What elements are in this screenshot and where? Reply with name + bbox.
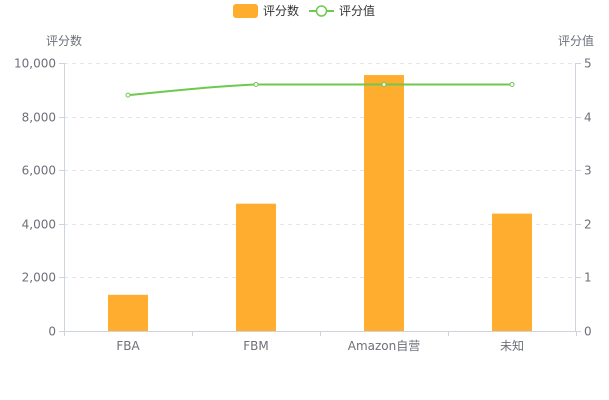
y-axis-left-tick-label: 6,000 xyxy=(22,164,56,178)
y-axis-right-tick-label: 3 xyxy=(584,164,592,178)
x-axis-tick-label: 未知 xyxy=(500,339,524,353)
bar[interactable] xyxy=(108,294,148,331)
y-axis-right-label: 评分值 xyxy=(558,33,594,48)
y-axis-left-label: 评分数 xyxy=(46,33,82,48)
axes: 0 2,000 4,000 6,000 8,000 10,000 0 1 2 3 4 5 FBA FBM A… xyxy=(14,57,592,354)
y-axis-left-tick-label: 8,000 xyxy=(22,111,56,125)
legend[interactable]: 评分数 评分值 xyxy=(233,3,375,18)
y-axis-left-tick-label: 10,000 xyxy=(14,57,56,71)
legend-label: 评分值 xyxy=(339,3,375,18)
line-series xyxy=(125,81,515,98)
bar[interactable] xyxy=(236,203,276,331)
line-point[interactable] xyxy=(125,92,131,98)
y-axis-right-tick-label: 4 xyxy=(584,111,592,125)
y-axis-left-tick-label: 4,000 xyxy=(22,218,56,232)
bar[interactable] xyxy=(492,213,532,331)
y-axis-right-tick-label: 0 xyxy=(584,325,592,339)
bar-series xyxy=(108,75,532,331)
y-axis-left-tick-label: 2,000 xyxy=(22,271,56,285)
x-axis-tick-label: FBA xyxy=(116,339,140,353)
legend-bar-swatch xyxy=(233,4,258,18)
grid-lines xyxy=(64,63,576,278)
line-path xyxy=(127,83,512,97)
y-axis-right-tick-label: 2 xyxy=(584,218,592,232)
y-axis-right-tick-label: 5 xyxy=(584,57,592,71)
x-axis-tick-label: Amazon自营 xyxy=(348,339,421,353)
legend-label: 评分数 xyxy=(263,3,299,18)
legend-item-line[interactable]: 评分值 xyxy=(309,3,375,18)
bar[interactable] xyxy=(364,75,404,331)
line-point[interactable] xyxy=(509,81,515,87)
x-axis-tick-label: FBM xyxy=(243,339,269,353)
line-point[interactable] xyxy=(253,81,259,87)
legend-item-bar[interactable]: 评分数 xyxy=(233,3,299,18)
y-axis-right-tick-label: 1 xyxy=(584,271,592,285)
y-axis-left-tick-label: 0 xyxy=(48,325,56,339)
line-point[interactable] xyxy=(381,81,387,87)
legend-line-marker xyxy=(315,5,328,17)
